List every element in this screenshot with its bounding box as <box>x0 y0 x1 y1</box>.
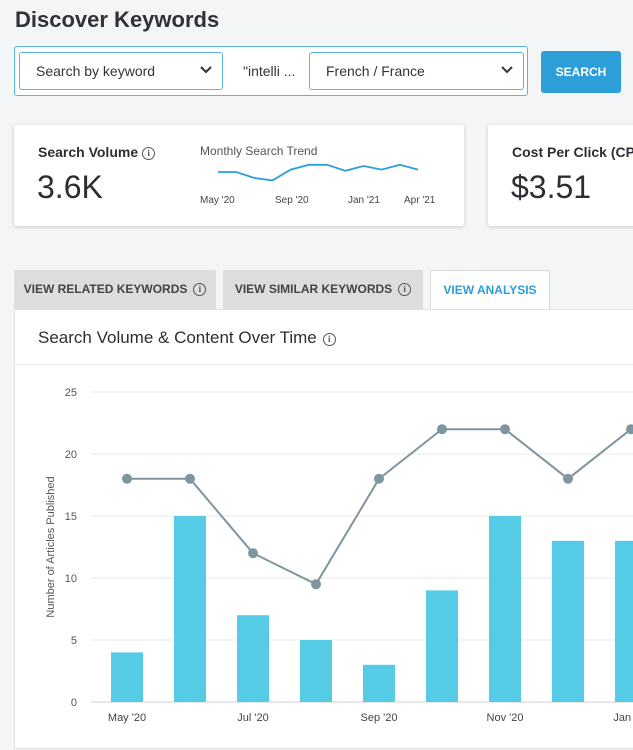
divider <box>15 364 633 365</box>
info-icon[interactable]: i <box>142 147 156 160</box>
y-tick-label: 10 <box>65 573 77 585</box>
line-point <box>563 473 573 484</box>
analysis-panel: Search Volume & Content Over Time i 0 5 10 1… <box>14 309 633 749</box>
page-title: Discover Keywords <box>15 7 220 32</box>
info-icon: i <box>193 283 207 296</box>
y-tick-label: 25 <box>65 387 77 399</box>
bar <box>489 516 521 702</box>
x-tick-label: Jan '21 <box>613 712 633 724</box>
line-point <box>374 473 384 484</box>
language-value: French / France <box>326 63 425 79</box>
cpc-value: $3.51 <box>511 169 592 205</box>
line-point <box>122 473 132 484</box>
x-tick-label: Nov '20 <box>487 712 524 724</box>
x-tick-label: Jul '20 <box>237 712 268 724</box>
search-volume-value: 3.6K <box>37 169 103 205</box>
bar <box>615 540 633 702</box>
chevron-down-icon <box>200 66 212 74</box>
line-point <box>437 424 447 435</box>
language-select[interactable]: French / France <box>309 52 524 90</box>
tab-related-keywords[interactable]: VIEW RELATED KEYWORDS i <box>14 270 216 310</box>
x-tick-label: Sep '20 <box>361 712 398 724</box>
keyword-input[interactable]: "intelli ... <box>243 63 296 79</box>
y-axis-label: Number of Articles Published <box>45 476 57 617</box>
x-tick-label: May '20 <box>108 712 146 724</box>
search-button[interactable]: SEARCH <box>541 51 621 93</box>
bar <box>552 540 584 702</box>
y-tick-label: 5 <box>71 635 77 647</box>
trend-sparkline <box>218 163 419 182</box>
trend-tick: Apr '21 <box>404 195 436 206</box>
info-icon: i <box>398 283 412 296</box>
trend-tick: Jan '21 <box>348 195 380 206</box>
tab-similar-keywords[interactable]: VIEW SIMILAR KEYWORDS i <box>223 270 423 310</box>
line-point <box>185 473 195 484</box>
bar <box>300 640 332 702</box>
chevron-down-icon <box>501 66 513 74</box>
y-tick-label: 15 <box>65 511 77 523</box>
search-type-select[interactable]: Search by keyword <box>19 52 223 90</box>
search-volume-label: Search Volume i <box>38 144 156 160</box>
line-point <box>248 548 258 559</box>
search-type-value: Search by keyword <box>36 63 156 79</box>
trend-line <box>218 163 419 182</box>
cpc-card: Cost Per Click (CPC) $3.51 <box>488 125 633 226</box>
bar <box>111 652 143 702</box>
articles-chart: 0 5 10 15 20 25 Number of Articles Published Ma… <box>45 387 633 724</box>
trend-title: Monthly Search Trend <box>200 144 318 158</box>
bar <box>237 615 269 702</box>
trend-tick: Sep '20 <box>275 195 309 206</box>
bar <box>174 516 206 702</box>
tab-view-analysis[interactable]: VIEW ANALYSIS <box>430 270 550 311</box>
line-point <box>311 579 321 590</box>
search-volume-card: Search Volume i 3.6K Monthly Search Trend… <box>14 125 464 226</box>
trend-tick: May '20 <box>200 195 235 206</box>
info-icon[interactable]: i <box>322 333 336 346</box>
y-tick-label: 0 <box>71 697 77 709</box>
panel-title: Search Volume & Content Over Time i <box>38 328 336 348</box>
search-bar: Search by keyword "intelli ... French / … <box>14 46 528 96</box>
y-tick-label: 20 <box>65 449 77 461</box>
line-point <box>626 424 633 435</box>
bar <box>363 664 395 702</box>
cpc-label: Cost Per Click (CPC) <box>512 144 633 160</box>
bar <box>426 590 458 702</box>
line-point <box>500 424 510 435</box>
